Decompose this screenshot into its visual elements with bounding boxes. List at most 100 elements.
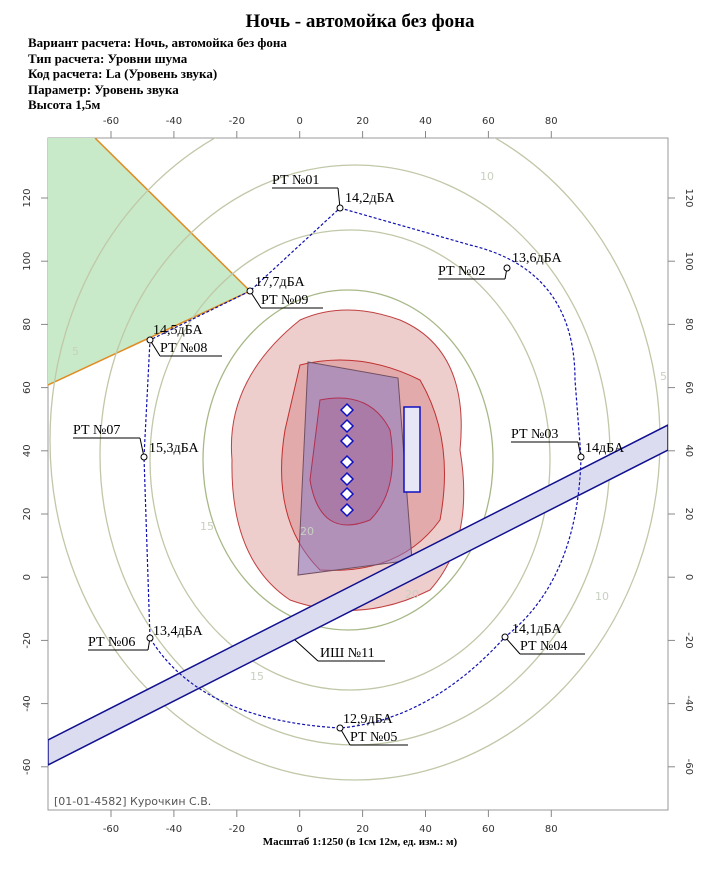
x-tick-label: -60 xyxy=(103,824,119,835)
source-label: ИШ №11 xyxy=(320,646,375,661)
source-marker xyxy=(339,502,355,518)
x-tick-label: -20 xyxy=(229,824,245,835)
x-tick-label: 0 xyxy=(297,116,303,127)
x-tick-label: 80 xyxy=(545,116,558,127)
source-marker xyxy=(339,454,355,470)
green-zone xyxy=(48,138,250,385)
x-tick-label: -40 xyxy=(166,116,182,127)
y-tick-label: -60 xyxy=(683,759,694,775)
info: Вариант расчета: Ночь, автомойка без фон… xyxy=(28,35,287,112)
x-tick-label: 60 xyxy=(482,116,495,127)
point-label: РТ №01 xyxy=(272,173,319,188)
x-tick-label: 40 xyxy=(419,824,432,835)
contour-label: 10 xyxy=(595,590,609,603)
point xyxy=(501,633,509,641)
y-tick-label: 100 xyxy=(683,252,694,271)
y-tick-label: 120 xyxy=(683,188,694,207)
source-marker xyxy=(339,418,355,434)
point xyxy=(336,724,344,732)
author: [01-01-4582] Курочкин С.В. xyxy=(54,795,211,808)
point xyxy=(140,453,148,461)
y-tick-label: 120 xyxy=(22,188,33,207)
road xyxy=(48,424,668,766)
leader xyxy=(504,636,521,655)
leader xyxy=(294,639,319,662)
y-tick-label: 60 xyxy=(22,381,33,394)
info-line: Код расчета: La (Уровень звука) xyxy=(28,66,217,81)
point-label: РТ №03 xyxy=(511,427,558,442)
contour-labels: 20 20 15 15 10 10 5 5 xyxy=(72,170,667,683)
point-value: 14,1дБА xyxy=(512,622,562,637)
y-tick-label: -40 xyxy=(22,695,33,711)
contour xyxy=(149,229,551,691)
x-tick-label: -60 xyxy=(103,116,119,127)
y-tick-label: 100 xyxy=(22,252,33,271)
scale: Масштаб 1:1250 (в 1см 12м, ед. изм.: м) xyxy=(263,836,458,848)
point xyxy=(146,336,154,344)
y-tick-label: 40 xyxy=(22,444,33,457)
y-tick-label: 80 xyxy=(22,318,33,331)
x-tick-label: 20 xyxy=(356,824,369,835)
contour-label: 5 xyxy=(72,345,79,358)
point-value: 13,4дБА xyxy=(153,624,203,639)
point-label: РТ №07 xyxy=(73,423,120,438)
point-label: РТ №08 xyxy=(160,341,207,356)
y-tick-label: 20 xyxy=(22,508,33,521)
info-line: Тип расчета: Уровни шума xyxy=(28,51,188,66)
point xyxy=(246,287,254,295)
point-label: РТ №09 xyxy=(261,293,308,308)
source-marker xyxy=(339,486,355,502)
x-tick-label: 0 xyxy=(297,824,303,835)
route xyxy=(143,207,582,729)
contour-label: 15 xyxy=(250,670,264,683)
y-tick-label: 40 xyxy=(683,444,694,457)
y-tick-label: 20 xyxy=(683,508,694,521)
y-tick-label: -20 xyxy=(22,632,33,648)
y-tick-label: 80 xyxy=(683,318,694,331)
x-tick-label: -40 xyxy=(166,824,182,835)
info-line: Высота 1,5м xyxy=(28,97,100,112)
x-tick-label: 80 xyxy=(545,824,558,835)
point-value: 13,6дБА xyxy=(512,251,562,266)
point xyxy=(336,204,344,212)
y-tick-label: -60 xyxy=(22,759,33,775)
point-label: РТ №02 xyxy=(438,264,485,279)
axes: -60 -60 -40 -40 -20 -20 0 0 20 20 40 40 60 60 80 80 120 1… xyxy=(22,116,694,835)
y-tick-label: 0 xyxy=(22,574,33,580)
contour-label: 15 xyxy=(200,520,214,533)
info-line: Параметр: Уровень звука xyxy=(28,82,179,97)
x-tick-label: 40 xyxy=(419,116,432,127)
point-value: 14,5дБА xyxy=(153,323,203,338)
point-value: 15,3дБА xyxy=(149,441,199,456)
y-tick-label: 60 xyxy=(683,381,694,394)
equipment xyxy=(403,406,421,493)
point-label: РТ №05 xyxy=(350,730,397,745)
contour-label: 10 xyxy=(480,170,494,183)
y-tick-label: 0 xyxy=(683,574,694,580)
map: 20 20 15 15 10 10 5 5 xyxy=(48,138,668,781)
points: РТ №01 14,2дБА РТ №02 13,6дБА РТ №03 14дБА РТ … xyxy=(73,173,625,746)
x-tick-label: 60 xyxy=(482,824,495,835)
point-value: 14,2дБА xyxy=(345,191,395,206)
point-value: 12,9дБА xyxy=(343,712,393,727)
info-line: Вариант расчета: Ночь, автомойка без фон… xyxy=(28,35,287,50)
source-marker xyxy=(339,471,355,487)
source-marker xyxy=(339,433,355,449)
title: Ночь - автомойка без фона xyxy=(245,11,475,32)
point-value: 14дБА xyxy=(585,441,625,456)
sources xyxy=(339,402,355,518)
x-tick-label: -20 xyxy=(229,116,245,127)
point-label: РТ №06 xyxy=(88,635,135,650)
contour-label: 20 xyxy=(405,588,419,601)
source-marker xyxy=(339,402,355,418)
point xyxy=(503,264,511,272)
point xyxy=(577,453,585,461)
y-tick-label: -40 xyxy=(683,695,694,711)
contour-label: 20 xyxy=(300,525,314,538)
y-tick-label: -20 xyxy=(683,632,694,648)
point-label: РТ №04 xyxy=(520,639,567,654)
contour xyxy=(202,289,494,631)
contour-label: 5 xyxy=(660,370,667,383)
x-tick-label: 20 xyxy=(356,116,369,127)
